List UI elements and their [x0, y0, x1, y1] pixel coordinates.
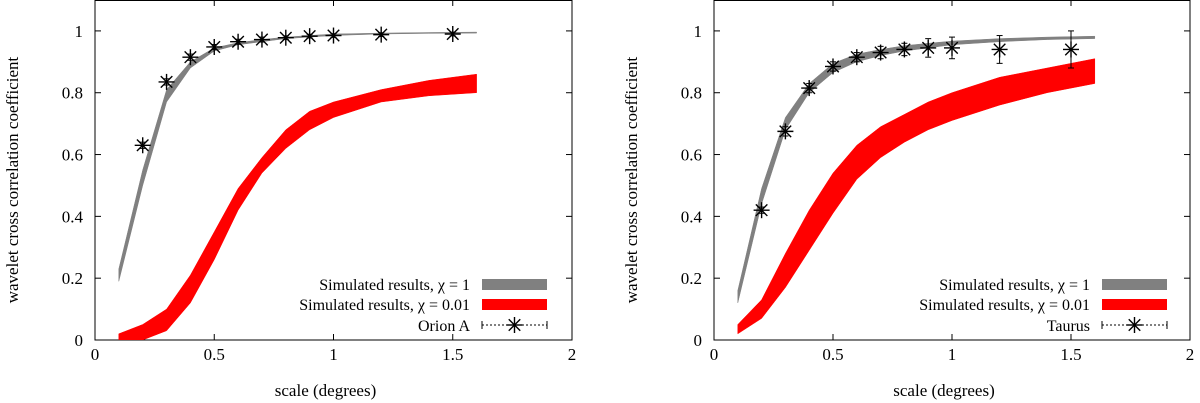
data-point-marker — [230, 33, 247, 50]
legend-label: Simulated results, χ = 1 — [319, 277, 470, 294]
legend-swatch — [482, 299, 547, 310]
x-tick-label: 2 — [568, 345, 577, 364]
data-point-marker — [253, 31, 270, 48]
data-point-marker — [825, 58, 841, 75]
legend-swatch — [1102, 299, 1167, 310]
x-axis-label: scale (degrees) — [893, 381, 994, 400]
data-point-marker — [158, 73, 175, 90]
data-point-marker — [801, 80, 818, 97]
data-point-marker — [991, 41, 1008, 58]
y-tick-label: 1 — [694, 22, 703, 41]
data-point-marker — [301, 28, 318, 45]
x-tick-label: 0 — [710, 345, 719, 364]
chart-panel-orion-a: 0 0.5 1 1.5 2 0 0.2 0.4 0.6 0.8 1 scale (degrees) wa… — [3, 0, 576, 400]
legend: Simulated results, χ = 1 Simulated result… — [919, 277, 1168, 335]
x-tick-label: 0.5 — [204, 345, 225, 364]
x-tick-label: 2 — [1186, 345, 1195, 364]
data-point-marker — [944, 39, 960, 56]
data-point-marker — [182, 49, 199, 66]
x-tick-label: 0.5 — [822, 345, 843, 364]
legend-label: Orion A — [418, 318, 470, 335]
chart-panel-taurus: 0 0.5 1 1.5 2 0 0.2 0.4 0.6 0.8 1 scale (degrees) wa… — [622, 0, 1194, 400]
y-axis-label: wavelet cross correlation coefficient — [3, 56, 22, 303]
y-tick-label: 0.8 — [62, 84, 83, 103]
band-series-0 — [737, 35, 1096, 303]
x-tick-label: 1 — [329, 345, 338, 364]
y-tick-label: 0.6 — [62, 146, 83, 165]
data-point-marker — [444, 26, 461, 42]
data-point-marker — [920, 39, 937, 56]
y-tick-label: 0.6 — [681, 146, 702, 165]
data-point-marker — [777, 123, 794, 140]
x-tick-label: 1 — [948, 345, 957, 364]
legend-label: Simulated results, χ = 1 — [939, 277, 1090, 294]
data-point-marker — [753, 202, 770, 219]
legend: Simulated results, χ = 1 Simulated result… — [299, 277, 548, 335]
y-tick-label: 0.2 — [62, 269, 83, 288]
band-series-1 — [118, 73, 477, 340]
legend-marker — [506, 317, 523, 333]
y-tick-label: 0.2 — [681, 269, 702, 288]
data-point-marker — [325, 27, 342, 44]
legend-swatch — [482, 279, 547, 290]
legend-label: Simulated results, χ = 0.01 — [299, 297, 470, 314]
data-point-marker — [373, 26, 390, 43]
y-tick-label: 0 — [694, 331, 703, 350]
data-point-marker — [277, 29, 294, 46]
y-axis-label: wavelet cross correlation coefficient — [622, 56, 641, 303]
y-tick-label: 1 — [75, 22, 84, 41]
x-tick-label: 1.5 — [442, 345, 463, 364]
data-point-marker — [134, 137, 151, 154]
legend-label: Simulated results, χ = 0.01 — [919, 297, 1090, 314]
plot-area — [118, 31, 477, 340]
x-tick-label: 1.5 — [1060, 345, 1081, 364]
data-point-marker — [896, 41, 913, 58]
data-point-marker — [848, 49, 865, 66]
y-tick-label: 0.4 — [62, 207, 84, 226]
y-tick-label: 0 — [75, 331, 84, 350]
x-axis-label: scale (degrees) — [275, 381, 376, 400]
data-point-marker — [872, 44, 889, 61]
legend-swatch — [1102, 279, 1167, 290]
band-series-1 — [737, 58, 1096, 335]
legend-label: Taurus — [1047, 318, 1090, 335]
data-point-marker — [1063, 41, 1079, 58]
band-series-0 — [118, 31, 477, 282]
x-tick-label: 0 — [91, 345, 100, 364]
legend-marker — [1126, 317, 1143, 333]
y-tick-label: 0.8 — [681, 84, 702, 103]
y-tick-label: 0.4 — [681, 207, 703, 226]
plot-area — [737, 35, 1096, 335]
data-point-marker — [206, 38, 223, 55]
